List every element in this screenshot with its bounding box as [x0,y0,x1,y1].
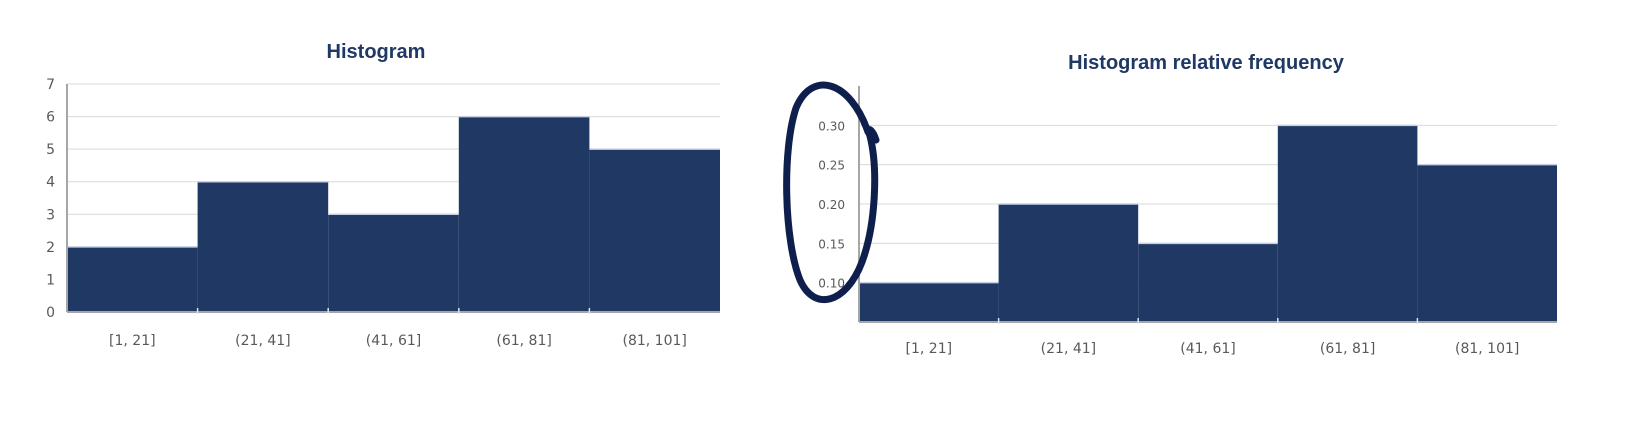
y-tick-label: 7 [46,77,55,93]
y-tick-labels: 0.10 0.15 0.20 0.25 0.30 [818,119,845,290]
y-tick-label: 0.30 [818,119,845,133]
histogram-chart: Histogram 0 1 2 3 4 5 6 7 [1, 21] (21, 41] (41, 6… [46,41,720,349]
x-tick-label: [1, 21] [109,333,156,349]
bar [859,282,999,322]
y-tick-labels: 0 1 2 3 4 5 6 7 [46,77,55,321]
bar [67,246,198,312]
bars [67,115,720,312]
x-tick-labels: [1, 21] (21, 41] (41, 61] (61, 81] (81, 101] [109,333,687,349]
bar [589,149,720,312]
bar [1417,164,1557,322]
bars [859,124,1557,322]
x-tick-label: [1, 21] [906,341,953,357]
y-tick-label: 4 [46,175,55,191]
y-tick-label: 1 [46,272,55,288]
y-tick-label: 0.10 [818,277,845,291]
y-tick-label: 0.15 [818,237,845,251]
y-tick-label: 0.20 [818,198,845,212]
bar [197,181,329,312]
x-tick-label: (21, 41] [1041,341,1096,357]
chart-title: Histogram [327,41,426,63]
x-tick-label: (61, 81] [496,333,551,349]
bar [328,214,459,312]
x-tick-label: (81, 101] [623,333,687,349]
x-tick-label: (21, 41] [235,333,290,349]
y-tick-label: 5 [46,142,55,158]
chart-title: Histogram relative frequency [1068,52,1345,74]
x-tick-label: (41, 61] [366,333,421,349]
axes [66,84,720,314]
bar [458,116,590,312]
y-tick-label: 0 [46,305,55,321]
annotation-circle [783,81,880,303]
x-tick-labels: [1, 21] (21, 41] (41, 61] (61, 81] (81, 101] [906,341,1520,357]
y-tick-label: 6 [46,110,55,126]
y-tick-label: 0.25 [818,159,845,173]
x-tick-label: (81, 101] [1455,341,1519,357]
y-tick-label: 2 [46,240,55,256]
x-tick-label: (41, 61] [1180,341,1235,357]
bar [1138,243,1278,322]
axes [858,86,1557,324]
y-tick-label: 3 [46,207,55,223]
histogram-relative-frequency-chart: Histogram relative frequency 0.10 0.15 0.2… [783,52,1557,357]
x-tick-label: (61, 81] [1320,341,1375,357]
bar [998,204,1139,322]
bar [1277,125,1418,322]
